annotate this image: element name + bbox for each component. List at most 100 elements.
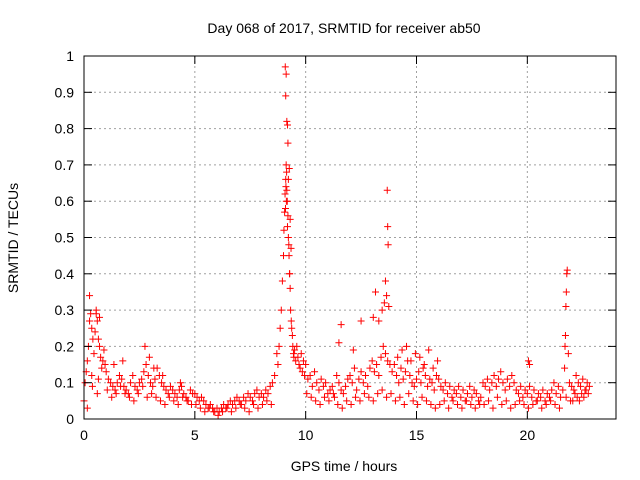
data-point [281, 63, 289, 71]
data-point [283, 121, 291, 129]
y-tick-label: 0.9 [55, 84, 75, 100]
data-point [147, 379, 154, 387]
y-tick-label: 0.4 [55, 266, 75, 282]
data-point [125, 393, 133, 401]
data-point [145, 353, 153, 361]
data-point [417, 379, 425, 387]
data-point [419, 364, 427, 372]
data-point [448, 393, 456, 401]
data-point [275, 342, 283, 350]
data-point [165, 393, 173, 401]
data-point [233, 393, 241, 401]
data-point [342, 382, 350, 390]
data-point [383, 393, 391, 401]
data-point [400, 400, 408, 408]
data-point [561, 364, 569, 372]
y-tick-label: 0.1 [55, 375, 75, 391]
data-point [333, 371, 341, 379]
data-point [248, 397, 256, 405]
data-point [343, 397, 351, 405]
plot-border [83, 55, 617, 420]
data-point [459, 386, 467, 394]
data-point [373, 361, 381, 369]
y-tick-label: 0.7 [55, 157, 75, 173]
data-point [411, 350, 419, 358]
data-point [375, 371, 383, 379]
data-point [577, 382, 585, 390]
data-point [539, 386, 547, 394]
data-point [253, 386, 261, 394]
data-point [381, 350, 389, 358]
data-point [283, 223, 291, 231]
data-point [457, 393, 465, 401]
data-point [183, 397, 191, 405]
y-tick-label: 0.5 [55, 230, 75, 246]
data-point [562, 302, 570, 310]
data-point [264, 390, 272, 398]
data-point [431, 404, 439, 412]
data-point [401, 368, 409, 376]
data-point [380, 299, 388, 307]
data-point [395, 379, 403, 387]
data-point [115, 371, 123, 379]
data-point [384, 223, 392, 231]
data-point [170, 397, 178, 405]
data-point [94, 375, 102, 383]
data-point [490, 371, 498, 379]
x-tick-labels: 0 5 10 15 20 [80, 427, 535, 443]
data-point [281, 204, 289, 212]
data-point [555, 404, 563, 412]
data-point [584, 390, 592, 398]
data-point [466, 382, 474, 390]
data-point [282, 197, 290, 205]
data-point [579, 375, 587, 383]
data-point [507, 404, 515, 412]
data-point [273, 350, 281, 358]
data-point [179, 393, 187, 401]
data-point [565, 379, 573, 387]
data-point [445, 404, 453, 412]
data-point [449, 397, 457, 405]
data-point [282, 161, 290, 169]
data-point [339, 390, 347, 398]
data-point [286, 215, 294, 223]
data-point [328, 382, 336, 390]
data-point [197, 393, 205, 401]
x-tick-label: 5 [191, 427, 199, 443]
data-point [357, 368, 365, 376]
data-point [571, 390, 579, 398]
data-point [83, 404, 91, 412]
data-point [498, 400, 506, 408]
data-point [175, 386, 183, 394]
data-point [308, 382, 316, 390]
data-point [467, 400, 475, 408]
chart-title: Day 068 of 2017, SRMTID for receiver ab5… [207, 20, 480, 36]
data-point [109, 382, 117, 390]
x-tick-label: 20 [520, 427, 536, 443]
data-point [369, 397, 377, 405]
data-point [296, 364, 304, 372]
data-point [299, 357, 307, 365]
data-point [111, 386, 119, 394]
data-point [486, 386, 494, 394]
y-tick-label: 0.8 [55, 121, 75, 137]
data-point [140, 368, 148, 376]
data-point [86, 317, 94, 325]
data-point [378, 386, 386, 394]
data-point [287, 244, 295, 252]
data-point [251, 390, 259, 398]
data-point [285, 241, 293, 249]
data-point [205, 404, 213, 412]
data-point [414, 400, 422, 408]
data-point [575, 397, 583, 405]
data-point [162, 386, 170, 394]
x-axis-label: GPS time / hours [291, 458, 398, 474]
data-point [480, 400, 488, 408]
data-point [139, 382, 147, 390]
data-point [186, 386, 194, 394]
data-point [578, 390, 586, 398]
data-point [254, 404, 262, 412]
data-point [364, 382, 372, 390]
data-point [138, 375, 146, 383]
data-point [475, 397, 483, 405]
